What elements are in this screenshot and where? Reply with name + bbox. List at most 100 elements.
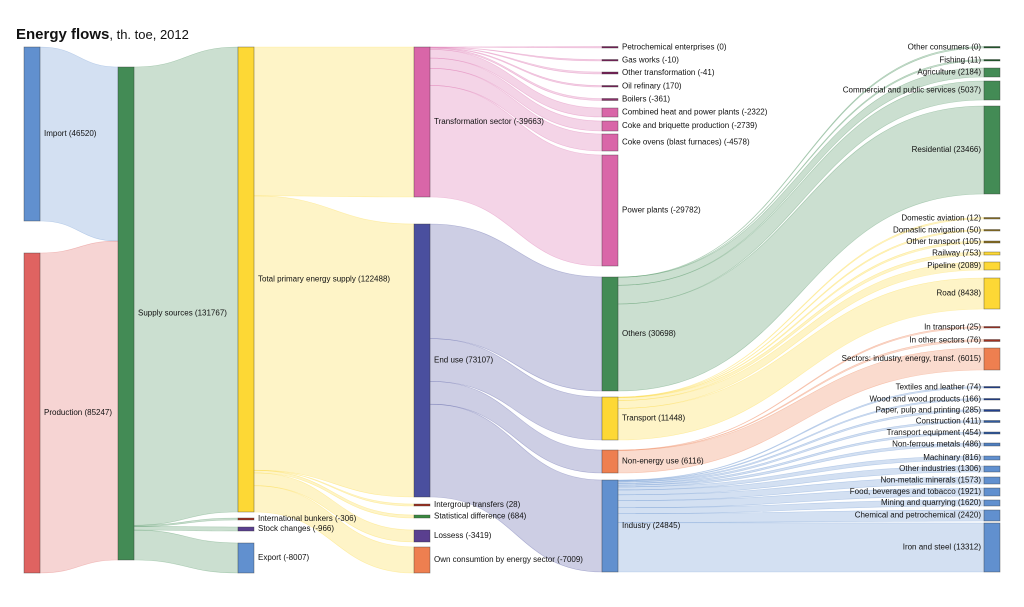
node-label: Other transport (105) (906, 237, 981, 246)
node-bar[interactable] (601, 120, 619, 132)
node-bar[interactable] (601, 107, 619, 118)
node-bar[interactable] (983, 386, 1001, 389)
node-label: Mining and quarrying (1620) (881, 498, 981, 507)
node-bar[interactable] (413, 223, 431, 498)
node-label: Chemical and petrochemical (2420) (855, 511, 982, 520)
node-label: Import (46520) (44, 129, 97, 138)
node-bar[interactable] (983, 420, 1001, 423)
node-bar[interactable] (983, 476, 1001, 485)
node-bar[interactable] (413, 514, 431, 519)
node-bar[interactable] (983, 499, 1001, 507)
node-label: Other consumers (0) (908, 42, 982, 51)
node-bar[interactable] (983, 261, 1001, 271)
node-bar[interactable] (983, 465, 1001, 473)
node-label: Intergroup transfers (28) (434, 500, 521, 509)
node-bar[interactable] (983, 46, 1001, 49)
node-label: Supply sources (131767) (138, 309, 227, 318)
flow-link (253, 195, 415, 498)
node-bar[interactable] (983, 398, 1001, 401)
node-bar[interactable] (23, 46, 41, 222)
node-label: Non-ferrous metals (486) (892, 440, 981, 449)
node-bar[interactable] (983, 442, 1001, 447)
node-bar[interactable] (983, 217, 1001, 220)
node-bar[interactable] (601, 276, 619, 392)
node-bar[interactable] (601, 98, 619, 101)
node-bar[interactable] (237, 46, 255, 513)
node-label: Own consumtion by energy sector (-7009) (434, 555, 583, 564)
node-label: Construction (411) (916, 417, 982, 426)
node-label: Agriculture (2184) (917, 68, 981, 77)
node-label: Others (30698) (622, 329, 676, 338)
node-bar[interactable] (601, 479, 619, 573)
node-label: Other transformation (-41) (622, 68, 715, 77)
node-label: Domaslic navigation (50) (893, 225, 981, 234)
node-bar[interactable] (237, 526, 255, 532)
node-label: Production (85247) (44, 408, 112, 417)
node-bar[interactable] (983, 409, 1001, 412)
labels-layer: Import (46520) Production (85247) Supply s… (44, 42, 981, 564)
node-label: Gas works (-10) (622, 55, 679, 64)
node-bar[interactable] (413, 546, 431, 574)
node-bar[interactable] (983, 339, 1001, 342)
node-label: Transport (11448) (622, 414, 685, 423)
node-bar[interactable] (601, 85, 619, 88)
node-label: Commercial and public services (5037) (843, 86, 982, 95)
node-bar[interactable] (983, 455, 1001, 461)
node-bar[interactable] (601, 133, 619, 152)
node-label: Transformation sector (-39663) (434, 117, 544, 126)
node-label: Total primary energy supply (122488) (258, 275, 390, 284)
node-bar[interactable] (983, 509, 1001, 522)
node-bar[interactable] (983, 105, 1001, 195)
flow-link (39, 46, 119, 242)
node-bar[interactable] (23, 252, 41, 574)
node-bar[interactable] (983, 487, 1001, 497)
node-label: Iron and steel (13312) (903, 543, 982, 552)
node-bar[interactable] (601, 59, 619, 62)
node-label: In other sectors (76) (909, 336, 981, 345)
node-label: Transport equipment (454) (887, 428, 982, 437)
node-bar[interactable] (413, 503, 431, 507)
node-bar[interactable] (983, 522, 1001, 573)
node-bar[interactable] (983, 229, 1001, 232)
node-bar[interactable] (117, 66, 135, 561)
flow-link (133, 529, 239, 574)
node-label: Coke ovens (blast furnaces) (-4578) (622, 138, 750, 147)
node-bar[interactable] (983, 347, 1001, 371)
node-bar[interactable] (983, 251, 1001, 256)
node-label: Fishing (11) (939, 55, 981, 64)
title-sub: , th. toe, 2012 (109, 27, 189, 42)
node-label: Non-metalic minerals (1573) (881, 476, 982, 485)
node-bar[interactable] (601, 46, 619, 49)
node-bar[interactable] (601, 449, 619, 474)
node-bar[interactable] (983, 277, 1001, 310)
node-label: Residential (23466) (912, 145, 982, 154)
node-bar[interactable] (983, 240, 1001, 244)
node-label: Power plants (-29782) (622, 206, 701, 215)
node-bar[interactable] (237, 517, 255, 521)
node-bar[interactable] (983, 326, 1001, 329)
links-layer (39, 46, 985, 574)
node-label: Statistical difference (684) (434, 512, 527, 521)
node-label: In transport (25) (924, 322, 981, 331)
node-bar[interactable] (601, 71, 619, 75)
node-bar[interactable] (983, 431, 1001, 435)
node-bar[interactable] (237, 542, 255, 574)
node-bar[interactable] (983, 80, 1001, 101)
flow-link (133, 46, 239, 526)
node-bar[interactable] (983, 59, 1001, 62)
node-label: Road (8438) (937, 289, 982, 298)
node-label: Textiles and leather (74) (896, 382, 982, 391)
node-bar[interactable] (413, 46, 431, 198)
node-bar[interactable] (413, 529, 431, 543)
node-bar[interactable] (601, 154, 619, 267)
node-label: Coke and briquette production (-2739) (622, 121, 758, 130)
node-label: Petrochemical enterprises (0) (622, 42, 727, 51)
flow-link (253, 46, 415, 198)
flow-link (39, 240, 119, 574)
node-label: Combined heat and power plants (-2322) (622, 108, 768, 117)
node-bar[interactable] (983, 67, 1001, 78)
title-main: Energy flows (16, 26, 110, 43)
node-label: Boilers (-361) (622, 95, 670, 104)
node-bar[interactable] (601, 396, 619, 441)
node-label: Lossess (-3419) (434, 531, 492, 540)
